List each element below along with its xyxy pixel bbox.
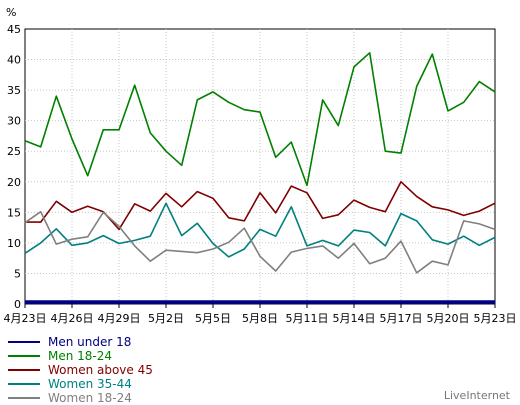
- series-line-men-18-24: [24, 51, 496, 187]
- grid: [25, 29, 495, 304]
- series-lines: [24, 51, 496, 305]
- legend-swatch: [8, 383, 40, 385]
- legend-label: Women above 45: [48, 363, 153, 377]
- x-tick-label: 4月26日: [51, 312, 94, 325]
- legend-item-women-35-44: Women 35-44: [8, 377, 153, 391]
- y-tick-label: 20: [7, 176, 21, 189]
- y-tick-label: 5: [14, 267, 21, 280]
- y-tick-label: 25: [7, 145, 21, 158]
- series-line-women-35-44: [24, 202, 496, 258]
- x-tick-label: 5月17日: [380, 312, 423, 325]
- line-chart: % 0 5 10 15 20 25 30 35 40 45 4月23日 4月26日 4月29日 5月2日 5…: [4, 6, 517, 325]
- y-tick-label: 45: [7, 23, 21, 36]
- legend-swatch: [8, 355, 40, 357]
- legend-item-women-above-45: Women above 45: [8, 363, 153, 377]
- y-tick-label: 10: [7, 237, 21, 250]
- x-tick-label: 5月23日: [474, 312, 517, 325]
- y-tick-label: 30: [7, 115, 21, 128]
- y-tick-label: 0: [14, 298, 21, 311]
- legend-swatch: [8, 341, 40, 343]
- x-tick-label: 5月20日: [427, 312, 470, 325]
- legend: Men under 18 Men 18-24 Women above 45 Wo…: [8, 335, 153, 405]
- legend-label: Women 18-24: [48, 391, 132, 405]
- y-tick-label: 35: [7, 84, 21, 97]
- x-tick-label: 5月2日: [148, 312, 184, 325]
- legend-label: Men 18-24: [48, 349, 113, 363]
- legend-swatch: [8, 369, 40, 371]
- x-tick-label: 5月11日: [286, 312, 329, 325]
- legend-label: Women 35-44: [48, 377, 132, 391]
- x-tick-label: 5月14日: [333, 312, 376, 325]
- series-line-women-18-24: [24, 210, 496, 274]
- y-axis-unit-label: %: [6, 6, 16, 19]
- watermark: LiveInternet: [443, 389, 510, 402]
- legend-label: Men under 18: [48, 335, 132, 349]
- axis-ticks: 0 5 10 15 20 25 30 35 40 45 4月23日 4月26日 4月29日 5月2日 5月5…: [4, 23, 517, 325]
- x-tick-label: 4月23日: [4, 312, 47, 325]
- legend-swatch: [8, 397, 40, 399]
- x-tick-label: 5月8日: [242, 312, 278, 325]
- x-tick-label: 4月29日: [98, 312, 141, 325]
- legend-item-men-18-24: Men 18-24: [8, 349, 153, 363]
- legend-item-women-18-24: Women 18-24: [8, 391, 153, 405]
- legend-item-men-under-18: Men under 18: [8, 335, 153, 349]
- y-tick-label: 40: [7, 54, 21, 67]
- y-tick-label: 15: [7, 206, 21, 219]
- x-tick-label: 5月5日: [195, 312, 231, 325]
